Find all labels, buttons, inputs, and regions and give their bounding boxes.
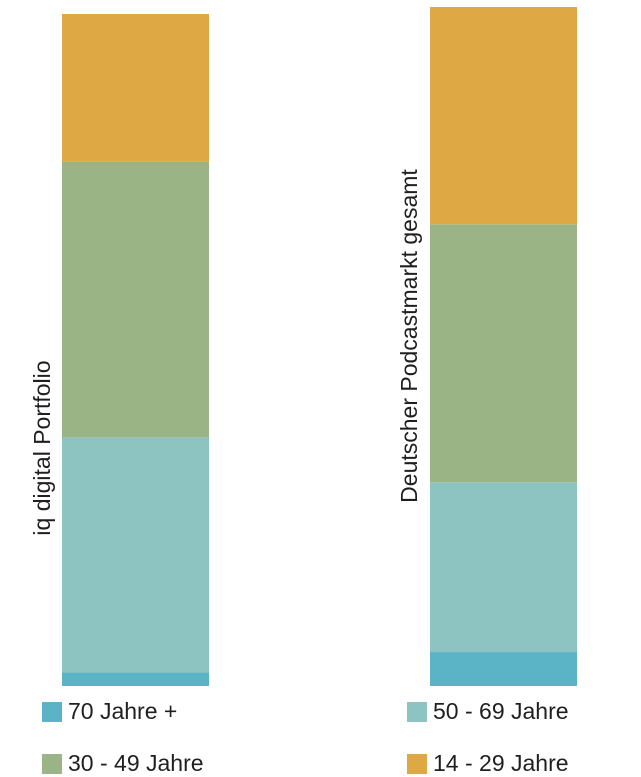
legend-item-70-plus: 70 Jahre + [42,698,177,725]
bar-segment-deutscher-podcastmarkt-gesamt-50-69-jahre [430,482,577,653]
legend-swatch-50-69 [407,701,427,722]
category-label-deutscher-podcastmarkt-gesamt: Deutscher Podcastmarkt gesamt [396,169,422,503]
legend-label-14-29: 14 - 29 Jahre [433,750,569,776]
legend-item-30-49: 30 - 49 Jahre [42,750,204,777]
legend-swatch-14-29 [407,753,427,774]
bar-segment-deutscher-podcastmarkt-gesamt-30-49-jahre [430,224,577,483]
stacked-bar-chart: iq digital Portfolio Deutscher Podcastmar… [29,7,577,686]
bar-segment-iq-digital-portfolio-50-69-jahre [62,437,209,673]
legend-label-50-69: 50 - 69 Jahre [433,698,569,724]
category-label-iq-digital-portfolio: iq digital Portfolio [29,360,55,535]
legend-label-70-plus: 70 Jahre + [68,698,178,724]
legend-label-30-49: 30 - 49 Jahre [68,750,204,776]
bar-segment-iq-digital-portfolio-30-49-jahre [62,161,209,438]
legend-item-50-69: 50 - 69 Jahre [407,698,569,725]
legend-swatch-70-plus [42,701,62,722]
bar-segment-iq-digital-portfolio-14-29-jahre [62,14,209,162]
bar-segment-deutscher-podcastmarkt-gesamt-14-29-jahre [430,7,577,225]
bar-segment-deutscher-podcastmarkt-gesamt-70-jahre [430,652,577,686]
legend-item-14-29: 14 - 29 Jahre [407,750,569,777]
legend-swatch-30-49 [42,753,62,774]
bar-segment-iq-digital-portfolio-70-jahre [62,672,209,686]
